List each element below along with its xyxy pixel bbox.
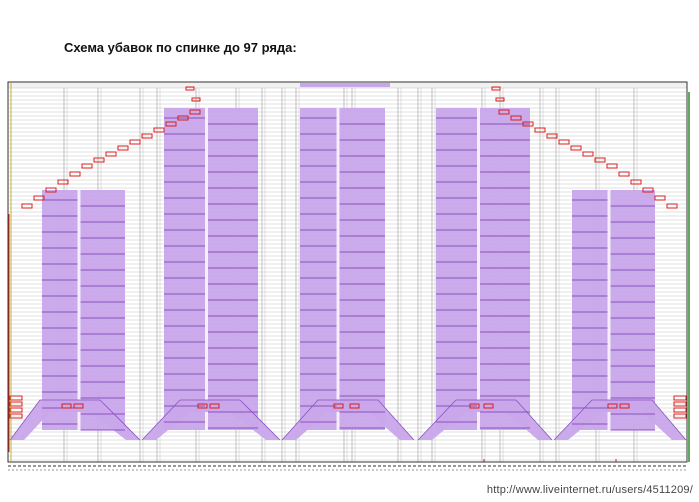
side-marker: [673, 395, 687, 401]
shoulder-marker: [522, 121, 534, 127]
column-divider: [336, 108, 340, 430]
bottom-chevron: [10, 400, 140, 440]
chevron-marker: [333, 403, 344, 409]
chart-frame: [7, 81, 690, 471]
chevron-marker: [197, 403, 208, 409]
shoulder-marker: [141, 133, 153, 139]
shoulder-marker: [189, 109, 201, 115]
shoulder-marker: [153, 127, 165, 133]
chevron-marker: [469, 403, 480, 409]
top-marker: [495, 97, 505, 102]
side-marker: [673, 407, 687, 413]
shoulder-marker: [630, 179, 642, 185]
purple-column: [42, 190, 125, 430]
bottom-chevron: [418, 400, 552, 440]
bottom-chevron: [282, 400, 414, 440]
decrease-columns: [10, 83, 686, 440]
chevron-marker: [483, 403, 494, 409]
side-marker: [9, 407, 23, 413]
shoulder-marker: [642, 187, 654, 193]
shoulder-marker: [57, 179, 69, 185]
side-marker: [673, 413, 687, 419]
shoulder-marker: [117, 145, 129, 151]
shoulder-marker: [582, 151, 594, 157]
column-divider: [477, 108, 480, 430]
chevron-marker: [619, 403, 630, 409]
shoulder-marker: [105, 151, 117, 157]
purple-column: [164, 108, 258, 430]
shoulder-marker: [81, 163, 93, 169]
shoulder-marker: [69, 171, 81, 177]
column-divider: [205, 108, 208, 430]
shoulder-marker: [666, 203, 678, 209]
shoulder-marker: [606, 163, 618, 169]
chevron-outline: [141, 399, 281, 441]
shoulder-marker: [570, 145, 582, 151]
shoulder-marker: [510, 115, 522, 121]
top-marker: [185, 86, 195, 91]
shoulder-marker: [546, 133, 558, 139]
purple-column: [572, 190, 655, 430]
chevron-marker: [73, 403, 84, 409]
chevron-outline: [9, 399, 141, 441]
watermark-url: http://www.liveinternet.ru/users/4511209…: [486, 484, 693, 496]
chevron-marker: [607, 403, 618, 409]
chart-title: Схема убавок по спинке до 97 ряда:: [64, 40, 297, 55]
purple-column: [436, 108, 530, 430]
bottom-chevron: [554, 400, 686, 440]
chevron-outline: [281, 399, 415, 441]
shoulder-marker: [498, 109, 510, 115]
outer-frame: [7, 81, 688, 463]
shoulder-marker: [177, 115, 189, 121]
decrease-step-lines: [9, 117, 687, 441]
chevron-marker: [349, 403, 360, 409]
shoulder-marker: [21, 203, 33, 209]
shoulder-marker: [93, 157, 105, 163]
header-purple-strip: [300, 83, 390, 87]
chevron-outline: [417, 399, 553, 441]
shoulder-marker: [33, 195, 45, 201]
side-marker: [673, 401, 687, 407]
shoulder-marker: [129, 139, 141, 145]
red-markers: [8, 86, 687, 463]
side-marker: [9, 395, 23, 401]
column-divider: [77, 190, 81, 430]
side-marker: [9, 401, 23, 407]
side-marker: [9, 413, 23, 419]
top-marker: [191, 97, 201, 102]
shoulder-marker: [558, 139, 570, 145]
top-marker: [491, 86, 501, 91]
shoulder-marker: [165, 121, 177, 127]
shoulder-marker: [594, 157, 606, 163]
chevron-marker: [61, 403, 72, 409]
shoulder-marker: [654, 195, 666, 201]
chevron-outline: [553, 399, 687, 441]
shoulder-marker: [534, 127, 546, 133]
shoulder-marker: [45, 187, 57, 193]
bottom-chevron: [142, 400, 280, 440]
column-divider: [607, 190, 611, 430]
purple-column: [300, 108, 385, 430]
chevron-marker: [209, 403, 220, 409]
shoulder-marker: [618, 171, 630, 177]
